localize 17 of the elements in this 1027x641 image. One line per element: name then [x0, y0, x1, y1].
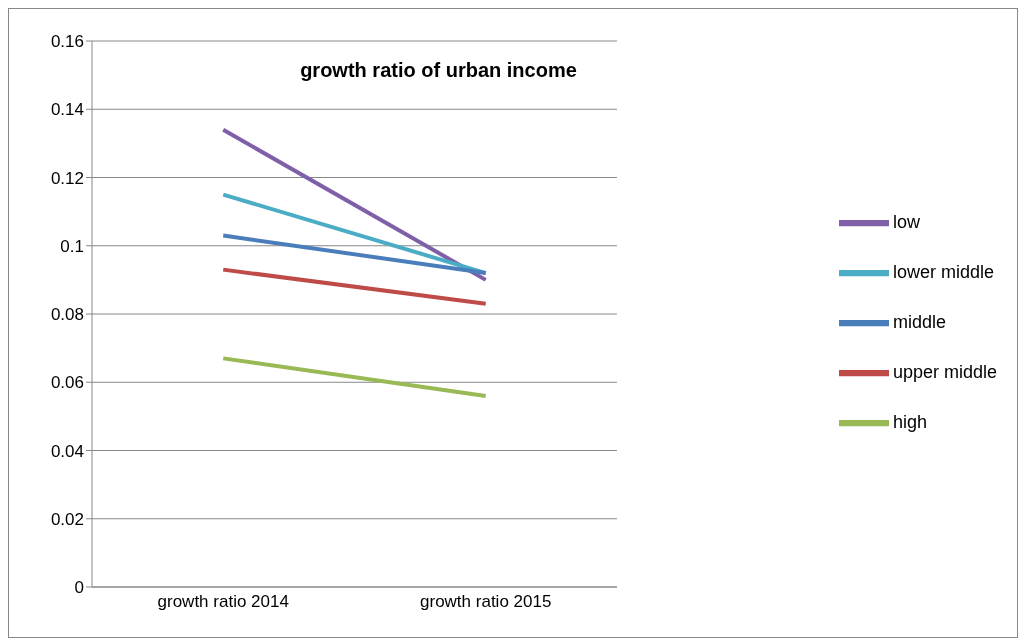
legend-label: upper middle [892, 361, 997, 382]
legend-label: high [892, 411, 927, 432]
y-tick-label: 0.02 [50, 509, 84, 529]
x-tick-label: growth ratio 2014 [157, 592, 289, 612]
y-tick-label: 0.16 [50, 32, 84, 52]
y-tick-label: 0.1 [60, 236, 84, 256]
y-tick-label: 0.04 [50, 441, 84, 461]
y-tick-label: 0.12 [50, 168, 84, 188]
legend-label: lower middle [892, 261, 994, 282]
legend-label: low [892, 211, 920, 232]
y-tick-label: 0.14 [50, 100, 84, 120]
y-tick-label: 0.06 [50, 373, 84, 393]
legend-label: middle [892, 311, 946, 332]
text: growth ratio of urban income [299, 59, 578, 82]
y-tick-label: 0 [74, 578, 84, 598]
y-tick-label: 0.08 [50, 305, 84, 325]
x-tick-label: growth ratio 2015 [420, 592, 552, 612]
